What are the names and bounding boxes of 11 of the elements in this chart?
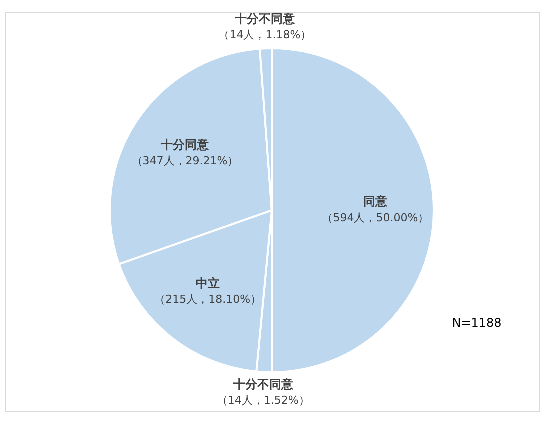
slice-label: 中立 xyxy=(196,276,220,290)
data-label: （14人，1.52%） xyxy=(216,394,310,408)
slice-label: 十分不同意 xyxy=(234,12,296,26)
slice-label: 十分不同意 xyxy=(232,377,294,392)
slice-label: 同意 xyxy=(364,194,389,209)
slice-label: 十分同意 xyxy=(160,138,210,152)
data-label: （594人，50.00%） xyxy=(322,211,430,224)
text: N=1188 xyxy=(452,316,502,330)
data-label: （14人，1.18%） xyxy=(218,28,312,42)
data-label: （347人，29.21%） xyxy=(132,154,239,168)
data-label: （215人，18.10%） xyxy=(154,293,262,306)
